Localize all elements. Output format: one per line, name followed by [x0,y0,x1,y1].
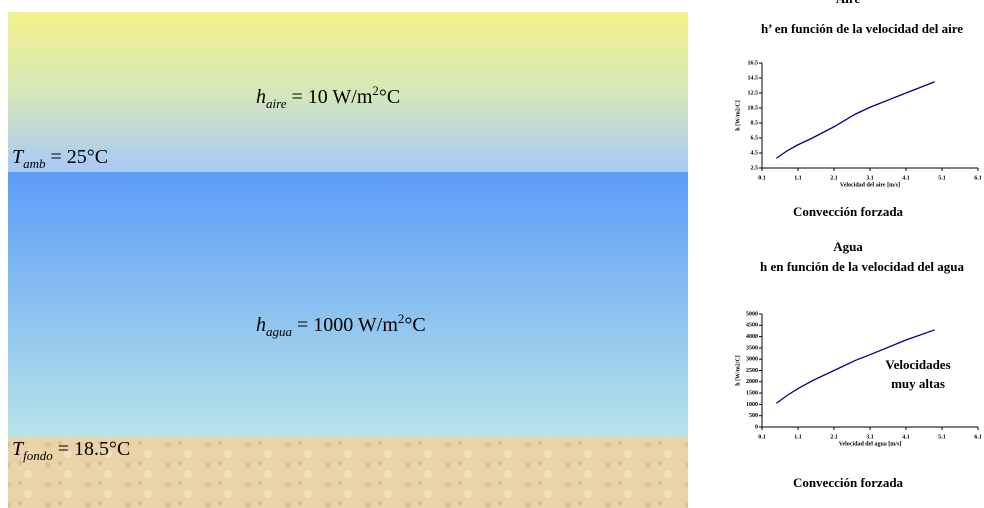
superscript: 2 [372,83,379,98]
x-tick-label: 1.1 [794,434,802,440]
text: = 25°C [46,146,109,168]
symbol: h [256,86,266,108]
chart-caption: Convección forzada [793,204,904,219]
subscript: amb [23,156,46,171]
water-layer [8,172,688,437]
y-tick-label: 4500 [746,323,758,329]
x-tick-label: 1.1 [794,175,802,181]
x-axis-label: Velocidad del aire [m/s] [840,182,900,188]
y-tick-label: 3500 [746,345,758,351]
subscript: aire [266,96,287,111]
symbol: T [12,438,25,460]
x-tick-label: 6.1 [974,175,982,181]
subscript: fondo [23,448,53,463]
text: = 10 W/m [286,86,372,108]
y-tick-label: 10.5 [748,105,759,111]
x-tick-label: 2.1 [830,434,838,440]
y-tick-label: 4.5 [751,150,759,156]
formula-label: hagua = 1000 W/m2°C [256,311,426,339]
x-tick-label: 0.1 [758,434,766,440]
sand-layer [8,437,688,508]
subscript: agua [266,324,293,339]
x-tick-label: 3.1 [866,175,874,181]
formula-label: Tfondo = 18.5°C [12,438,130,463]
y-tick-label: 12.5 [748,90,759,96]
y-tick-label: 3000 [746,357,758,363]
x-tick-label: 4.1 [902,434,910,440]
unit: °C [404,314,425,336]
chart-subtitle: h en función de la velocidad del agua [760,259,965,274]
y-tick-label: 4000 [746,334,758,340]
text: = 1000 W/m [292,314,398,336]
x-tick-label: 4.1 [902,175,910,181]
y-tick-label: 0 [755,424,758,430]
formula-label: Tamb = 25°C [12,146,108,171]
y-tick-label: 1500 [746,390,758,396]
superscript: 2 [398,311,405,326]
annotation: muy altas [891,376,945,391]
y-tick-label: 8.5 [751,120,759,126]
chart-heading: Aire [836,0,861,6]
chart-heading: Agua [833,239,863,254]
symbol: h [256,314,266,336]
x-tick-label: 2.1 [830,175,838,181]
y-tick-label: 2500 [746,368,758,374]
line-series [776,329,936,404]
unit: °C [379,86,400,108]
annotation: Velocidades [885,357,950,372]
x-tick-label: 5.1 [938,175,946,181]
y-tick-label: 16.5 [748,60,759,66]
formula-label: haire = 10 W/m2°C [256,83,400,111]
chart-caption: Convección forzada [793,475,904,490]
text: = 18.5°C [53,438,131,460]
x-tick-label: 0.1 [758,175,766,181]
y-axis-label: h [W/m2/C] [735,355,741,386]
y-tick-label: 5000 [746,311,758,317]
x-tick-label: 5.1 [938,434,946,440]
y-tick-label: 2.5 [751,165,759,171]
chart-subtitle: h’ en función de la velocidad del aire [761,21,963,36]
air-layer [8,12,688,172]
y-tick-label: 500 [749,413,758,419]
y-tick-label: 14.5 [748,75,759,81]
y-tick-label: 2000 [746,379,758,385]
symbol: T [12,146,25,168]
x-tick-label: 3.1 [866,434,874,440]
y-axis-label: h [W/m2/C] [735,100,741,131]
y-tick-label: 1000 [746,402,758,408]
line-series [776,81,936,159]
x-axis-label: Velocidad del agua [m/s] [839,441,902,447]
y-tick-label: 6.5 [751,135,759,141]
x-tick-label: 6.1 [974,434,982,440]
